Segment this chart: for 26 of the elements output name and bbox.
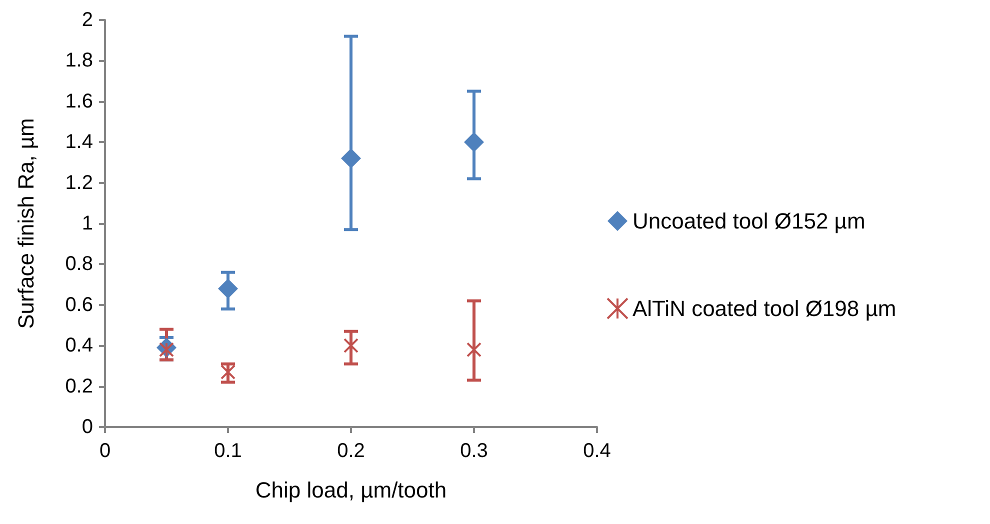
- y-tick-label: 2: [82, 9, 93, 31]
- y-tick-label: 0.8: [65, 253, 93, 276]
- y-tick-label: 1.8: [65, 50, 93, 72]
- y-tick-label: 0.4: [65, 334, 93, 357]
- point: [464, 132, 484, 152]
- x-tick-label: 0: [99, 440, 111, 462]
- y-axis-title: Surface finish Ra, µm: [14, 118, 38, 329]
- y-tick-label: 1.6: [65, 90, 93, 112]
- point: [466, 342, 482, 358]
- x-tick-label: 0.1: [214, 440, 242, 462]
- point: [218, 278, 238, 299]
- y-tick-label: 0.6: [65, 294, 93, 316]
- y-tick-label: 0.2: [65, 375, 93, 398]
- x-axis-title: Chip load, µm/tooth: [255, 478, 447, 502]
- point: [344, 338, 358, 354]
- point: [220, 364, 236, 380]
- y-tick-label: 1.2: [65, 172, 93, 194]
- legend-label: Uncoated tool Ø152 µm: [632, 208, 866, 234]
- x-tick-label: 0.2: [337, 440, 365, 462]
- x-tick-label: 0.3: [460, 440, 488, 462]
- legend-label: AlTiN coated tool Ø198 µm: [632, 296, 896, 321]
- point: [341, 148, 361, 168]
- y-tick-label: 1: [82, 212, 93, 234]
- y-tick-label: 0: [82, 416, 93, 438]
- x-tick-label: 0.4: [583, 440, 611, 462]
- y-tick-label: 1.4: [65, 131, 93, 154]
